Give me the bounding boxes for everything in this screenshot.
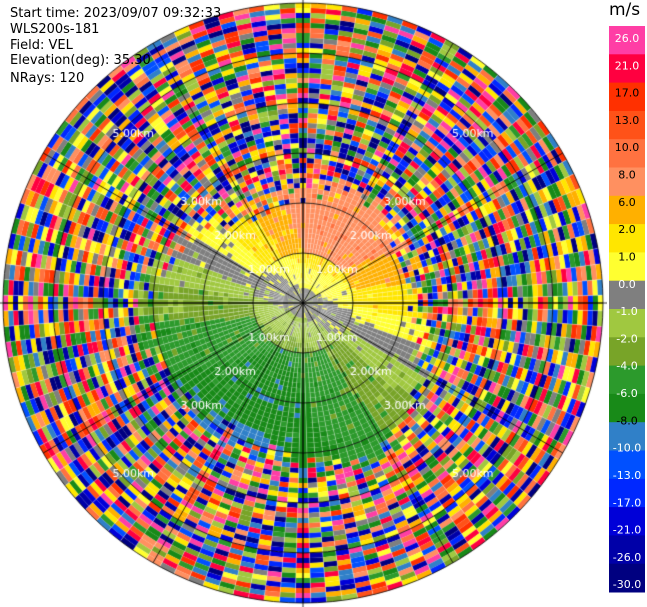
colorbar-tick-label: -2.0 [616, 332, 637, 345]
colorbar-swatch [609, 337, 645, 367]
colorbar-unit: m/s [609, 0, 641, 20]
colorbar-swatch [609, 139, 645, 168]
colorbar-swatch [609, 252, 645, 282]
colorbar-tick-label: 21.0 [615, 59, 640, 72]
colorbar-swatch [609, 450, 645, 480]
colorbar-tick-label: -4.0 [616, 360, 637, 373]
colorbar-swatch [609, 280, 645, 310]
colorbar-tick-label: -17.0 [613, 496, 641, 509]
colorbar-swatch [609, 26, 645, 55]
colorbar-swatch [609, 224, 645, 253]
colorbar-tick-label: -10.0 [613, 442, 641, 455]
colorbar-swatch [609, 195, 645, 225]
colorbar-tick-label: 2.0 [618, 223, 636, 236]
colorbar-tick-label: -8.0 [616, 414, 637, 427]
colorbar-tick-label: -6.0 [616, 387, 637, 400]
ppi-radar-plot [0, 0, 607, 607]
colorbar-swatch [609, 309, 645, 338]
colorbar-swatch [609, 365, 645, 395]
colorbar-swatch [609, 393, 645, 423]
instrument-label: WLS200s-181 [10, 22, 100, 37]
colorbar-tick-label: -13.0 [613, 469, 641, 482]
colorbar-swatch [609, 507, 645, 536]
colorbar-swatch [609, 167, 645, 197]
colorbar-tick-label: 6.0 [618, 196, 636, 209]
colorbar-swatch [609, 82, 645, 112]
colorbar-tick-label: 0.0 [618, 278, 636, 291]
colorbar-tick-label: 10.0 [615, 141, 640, 154]
colorbar-swatch [609, 535, 645, 565]
colorbar-swatch [609, 563, 645, 593]
start-time-label: Start time: 2023/09/07 09:32:33 [10, 6, 222, 21]
colorbar-tick-label: -1.0 [616, 305, 637, 318]
colorbar-tick-label: 8.0 [618, 169, 636, 182]
colorbar-swatch [609, 422, 645, 451]
colorbar-swatch [609, 478, 645, 508]
colorbar-tick-label: -30.0 [613, 578, 641, 591]
colorbar-swatch [609, 110, 645, 140]
elevation-label: Elevation(deg): 35.30 [10, 53, 151, 68]
nrays-label: NRays: 120 [10, 71, 85, 86]
colorbar-tick-label: 13.0 [615, 114, 640, 127]
colorbar-tick-label: -21.0 [613, 524, 641, 537]
field-label: Field: VEL [10, 38, 73, 53]
colorbar-tick-label: 1.0 [618, 250, 636, 263]
colorbar-tick-label: 17.0 [615, 87, 640, 100]
colorbar-swatch [609, 54, 645, 84]
colorbar-tick-label: 26.0 [615, 32, 640, 45]
colorbar: 26.0 21.0 17.0 13.0 10.0 8.0 6.0 2.0 1.0 0.0 -1.0 -… [609, 26, 645, 593]
colorbar-tick-label: -26.0 [613, 551, 641, 564]
